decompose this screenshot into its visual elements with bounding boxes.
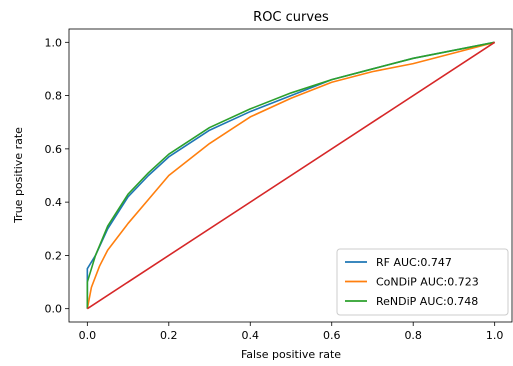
legend-label: ReNDiP AUC:0.748 bbox=[376, 295, 478, 308]
y-tick-label: 0.2 bbox=[45, 249, 63, 262]
legend: RF AUC:0.747 CoNDiP AUC:0.723 ReNDiP AUC:0… bbox=[336, 248, 509, 316]
x-tick-label: 0.8 bbox=[404, 329, 422, 342]
y-tick-label: 1.0 bbox=[45, 36, 63, 49]
series-line-3 bbox=[86, 41, 496, 310]
y-tick-label: 0.8 bbox=[45, 90, 63, 103]
x-tick-label: 0.0 bbox=[79, 329, 97, 342]
axes: 0.0 0.2 0.4 0.6 0.8 1.0 0.0 0.2 0.4 0.6 0.8 1.0 bbox=[45, 28, 513, 342]
y-tick-label: 0.0 bbox=[45, 303, 63, 316]
y-tick-label: 0.6 bbox=[45, 143, 63, 156]
plot-area bbox=[86, 41, 496, 310]
series-line-1 bbox=[86, 41, 495, 309]
series-line-2 bbox=[86, 41, 495, 309]
x-tick-label: 1.0 bbox=[486, 329, 504, 342]
x-tick-label: 0.4 bbox=[242, 329, 260, 342]
legend-box bbox=[336, 248, 509, 316]
y-axis-label: True positive rate bbox=[12, 127, 25, 224]
plot-frame bbox=[68, 28, 513, 323]
x-tick-label: 0.2 bbox=[160, 329, 178, 342]
legend-label: CoNDiP AUC:0.723 bbox=[376, 276, 479, 289]
x-axis-label: False positive rate bbox=[241, 348, 341, 361]
x-tick-label: 0.6 bbox=[323, 329, 341, 342]
y-tick-label: 0.4 bbox=[45, 196, 63, 209]
chart-title: ROC curves bbox=[253, 10, 329, 25]
legend-label: RF AUC:0.747 bbox=[376, 256, 452, 269]
